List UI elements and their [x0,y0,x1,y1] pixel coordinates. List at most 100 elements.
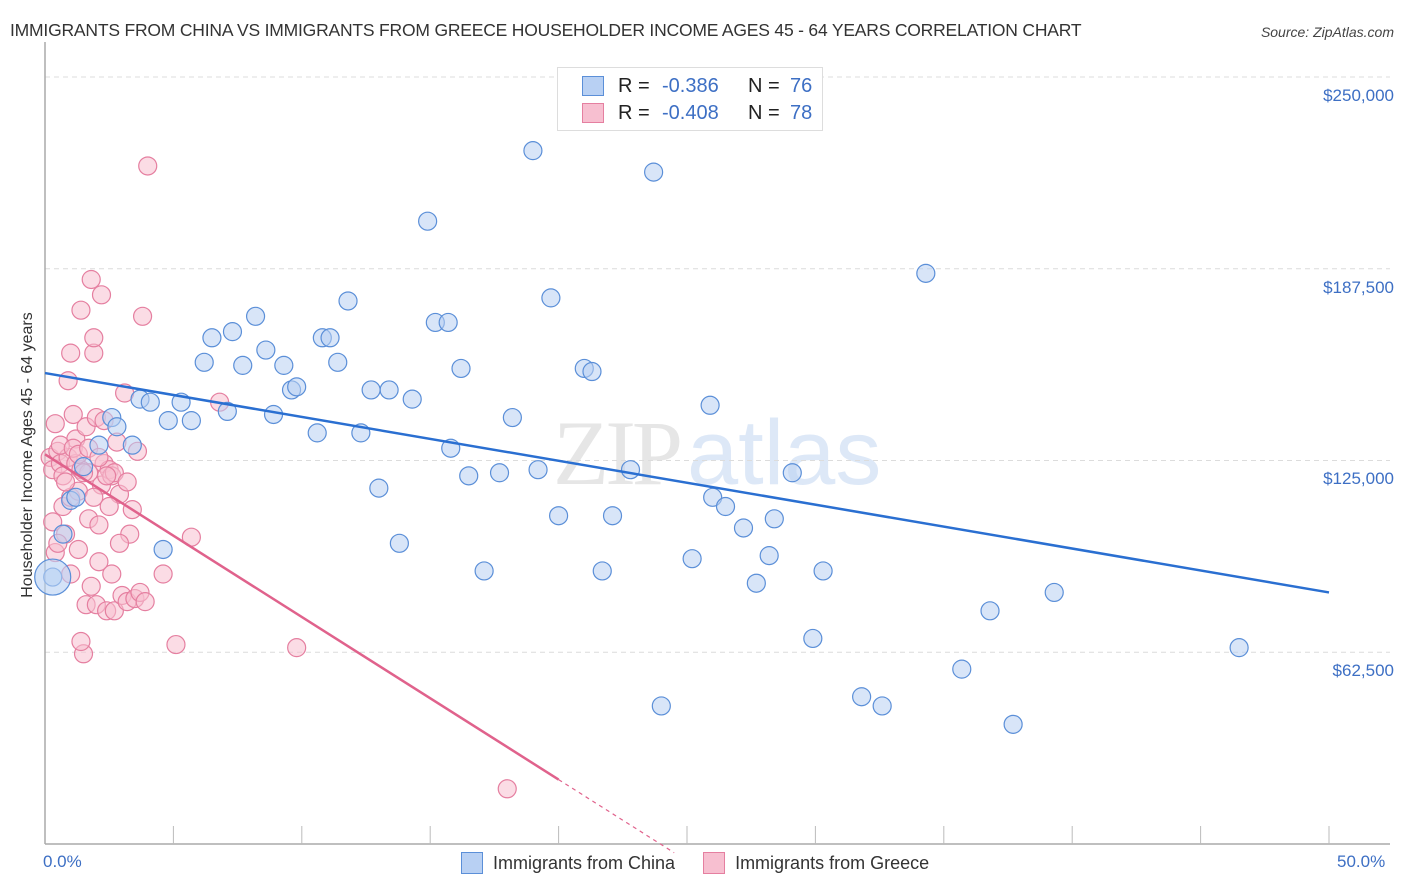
greece-point [99,496,119,517]
greece-point [166,634,186,655]
china-point [53,524,73,544]
china-points [34,141,1249,734]
china-point [122,435,142,455]
china-point [523,141,543,161]
china-point [980,601,1000,621]
greece-trend-extension [558,779,675,854]
r-label: R = [618,74,650,97]
china-point [916,263,936,283]
china-point [746,573,766,593]
china-point [682,549,702,569]
legend-label-china: Immigrants from China [493,852,676,873]
greece-point [61,343,81,363]
china-point [181,411,201,431]
greece-point [58,371,78,391]
y-axis-label: Householder Income Ages 45 - 64 years [19,312,36,598]
china-point [379,380,399,400]
greece-point [55,472,76,492]
china-point [89,435,109,455]
legend-item-greece[interactable]: Immigrants from Greece [703,852,929,874]
china-point [389,533,409,553]
china-point [759,546,779,566]
axes [44,42,1390,845]
china-point-large [34,558,72,596]
china-point [107,417,127,437]
china-point [153,539,173,560]
china-point [451,358,471,379]
china-point [202,328,222,348]
china-point [474,561,494,581]
greece-points [40,156,517,799]
greece-point [132,306,153,326]
china-point [338,291,358,311]
china-point [287,377,307,397]
greece-swatch-icon [703,852,726,874]
china-point [256,340,276,360]
china-point [194,352,214,372]
trend-lines [44,371,1330,854]
china-point [1003,714,1023,734]
greece-point [109,533,130,553]
china-n-value: 76 [790,74,813,97]
china-point [158,411,178,431]
china-point [582,361,602,382]
correlation-legend: R = -0.386 N = 76 R = -0.408 N = 78 [557,67,823,131]
china-point [592,561,612,581]
china-point [274,355,294,375]
china-point [644,162,664,182]
china-point [245,306,266,326]
china-point [700,395,720,415]
greece-point [153,564,173,584]
n-label: N = [748,101,780,124]
greece-point [71,300,91,320]
china-point [548,506,569,526]
y-tick-250000: $250,000 [1323,86,1394,105]
greece-swatch-icon [582,103,604,123]
greece-point [97,466,117,486]
greece-point [91,285,112,305]
china-point [263,404,284,425]
legend-row-greece: R = -0.408 N = 78 [582,101,812,125]
china-point [782,463,802,483]
china-point [602,506,623,526]
y-tick-187500: $187,500 [1323,278,1394,297]
greece-point [81,576,101,596]
china-point [813,561,833,581]
china-point [73,457,94,477]
china-r-value: -0.386 [662,74,719,97]
series-legend: Immigrants from China Immigrants from Gr… [461,852,957,874]
china-point [733,518,754,538]
china-point [528,460,548,480]
greece-point [117,472,137,492]
y-tick-62500: $62,500 [1332,661,1394,680]
china-point [402,389,422,409]
source-credit: Source: ZipAtlas.com [1260,24,1394,40]
china-point [852,687,872,707]
china-point [803,628,823,649]
legend-item-china[interactable]: Immigrants from China [461,852,675,874]
greece-point [89,552,109,572]
greece-point [497,779,517,799]
china-point [233,355,253,375]
china-point [361,380,381,400]
china-point [222,322,243,342]
china-point [1229,638,1249,658]
china-point [66,487,86,507]
greece-point [43,512,63,532]
x-tick-min: 0.0% [43,852,82,871]
greece-point [63,404,83,425]
greece-point [138,156,158,176]
greece-n-value: 78 [790,101,813,124]
n-label: N = [748,74,780,97]
china-point [541,288,561,308]
greece-trend-line [44,453,560,781]
x-tick-max: 50.0% [1337,852,1386,871]
legend-label-greece: Immigrants from Greece [735,852,930,873]
china-point [320,328,340,348]
china-point [369,478,389,498]
greece-r-value: -0.408 [662,101,719,124]
greece-point [89,515,109,535]
china-point [140,392,160,412]
china-point [651,696,671,716]
china-point [872,696,892,716]
